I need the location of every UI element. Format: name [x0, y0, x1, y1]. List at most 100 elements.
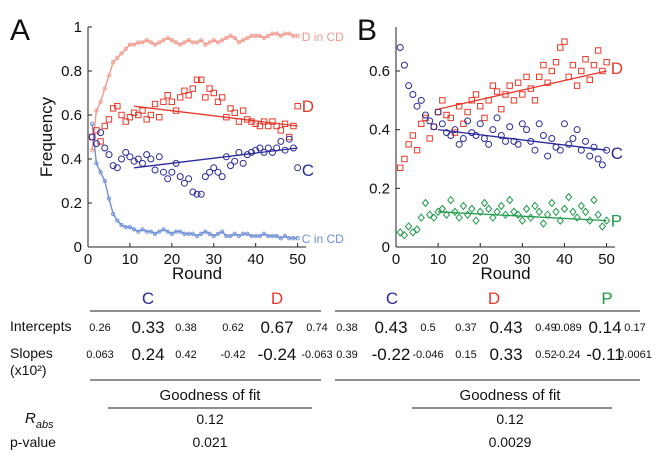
- table-cell: 0.15: [455, 349, 476, 361]
- data-point: [527, 213, 535, 222]
- data-point: [197, 190, 205, 198]
- data-point: [294, 103, 301, 110]
- data-point: [164, 92, 171, 99]
- goodness-of-fit-b: Goodness of fit 0.12 0.0029: [412, 387, 612, 450]
- group-header: D: [271, 289, 283, 308]
- data-point: [215, 231, 221, 236]
- data-point: [151, 100, 159, 108]
- data-point: [215, 40, 221, 45]
- data-point: [210, 89, 217, 97]
- data-point: [119, 222, 124, 228]
- data-point: [493, 88, 501, 95]
- data-point: [405, 141, 412, 148]
- table-cell: -0.24: [258, 345, 297, 364]
- y-tick-label: 0.6: [61, 107, 82, 124]
- data-point: [105, 151, 113, 159]
- data-point: [105, 116, 113, 123]
- data-point: [193, 76, 201, 83]
- data-point: [123, 46, 128, 52]
- data-point: [256, 122, 264, 130]
- data-point: [514, 210, 522, 220]
- data-point: [164, 175, 172, 183]
- data-point: [438, 120, 446, 128]
- data-point: [227, 162, 235, 170]
- data-point: [603, 59, 610, 66]
- table-cell: -0.24: [555, 349, 580, 361]
- fit-title: Goodness of fit: [160, 387, 262, 404]
- data-point: [136, 229, 141, 234]
- data-point: [598, 161, 606, 169]
- series-p: [396, 192, 611, 240]
- data-point: [586, 152, 594, 160]
- data-point: [139, 107, 146, 114]
- data-point: [476, 207, 484, 217]
- y-tick-label: 0.4: [61, 151, 82, 168]
- data-point: [396, 228, 404, 237]
- data-point: [480, 134, 488, 142]
- data-point: [168, 98, 176, 105]
- fit-line-d: [134, 105, 298, 127]
- table-cell: 0.42: [175, 349, 196, 361]
- series-label: P: [611, 212, 622, 231]
- data-point: [447, 132, 455, 140]
- table-cell: 0.52: [535, 349, 556, 361]
- fit-value: 0.12: [196, 411, 223, 427]
- table-cell: 0.37: [455, 322, 476, 334]
- x-tick-label: 0: [392, 251, 400, 268]
- data-point: [197, 76, 205, 83]
- table-cell: 0.49: [535, 322, 556, 334]
- x-tick-label: 50: [598, 251, 615, 268]
- series-line: [91, 32, 298, 151]
- data-point: [156, 114, 163, 121]
- data-point: [228, 233, 233, 239]
- data-point: [239, 159, 247, 167]
- data-point: [144, 38, 149, 43]
- y-tick-label: 0.8: [61, 63, 82, 80]
- data-point: [236, 40, 242, 45]
- table-cell: 0.5: [420, 322, 435, 334]
- data-point: [90, 121, 95, 126]
- x-tick-label: 40: [556, 251, 573, 268]
- data-point: [484, 204, 493, 214]
- data-point: [135, 111, 142, 119]
- plot-a: 0 10 20 30 40 50 0 0.2 0.4 0.6 0.8 1 Round Frequency D…: [37, 19, 344, 283]
- group-header: P: [601, 289, 612, 308]
- data-point: [594, 47, 602, 54]
- data-point: [94, 108, 99, 113]
- data-point: [231, 157, 239, 165]
- x-tick-label: 20: [472, 251, 489, 268]
- data-point: [159, 168, 167, 176]
- data-point: [396, 44, 404, 52]
- data-point: [214, 168, 222, 176]
- data-point: [472, 132, 480, 140]
- r-subscript: abs: [36, 419, 54, 431]
- data-point: [227, 105, 234, 112]
- data-point: [144, 229, 149, 234]
- data-point: [123, 225, 128, 230]
- fit-value: 0.0029: [489, 434, 532, 450]
- data-point: [502, 137, 509, 145]
- data-point: [189, 85, 197, 92]
- data-point: [97, 129, 105, 137]
- table-b: C D P 0.38 0.43 0.5 0.37 0.43 0.490.089 0.14 0.17 0…: [336, 289, 652, 364]
- data-point: [400, 61, 408, 69]
- data-point: [434, 108, 442, 116]
- data-point: [455, 213, 463, 222]
- data-point: [165, 35, 170, 41]
- y-tick-label: 0.4: [369, 122, 390, 139]
- data-point: [102, 178, 107, 184]
- data-point: [257, 33, 263, 38]
- fit-line-c: [438, 129, 607, 151]
- data-point: [421, 198, 430, 208]
- data-point: [447, 195, 455, 205]
- data-point: [119, 51, 124, 56]
- data-point: [417, 96, 425, 104]
- data-point: [561, 38, 568, 45]
- data-point: [582, 137, 590, 145]
- data-point: [409, 228, 417, 237]
- series-d: [397, 38, 610, 172]
- data-point: [239, 107, 247, 114]
- data-point: [539, 132, 547, 140]
- data-point: [131, 42, 137, 47]
- data-point: [291, 236, 296, 241]
